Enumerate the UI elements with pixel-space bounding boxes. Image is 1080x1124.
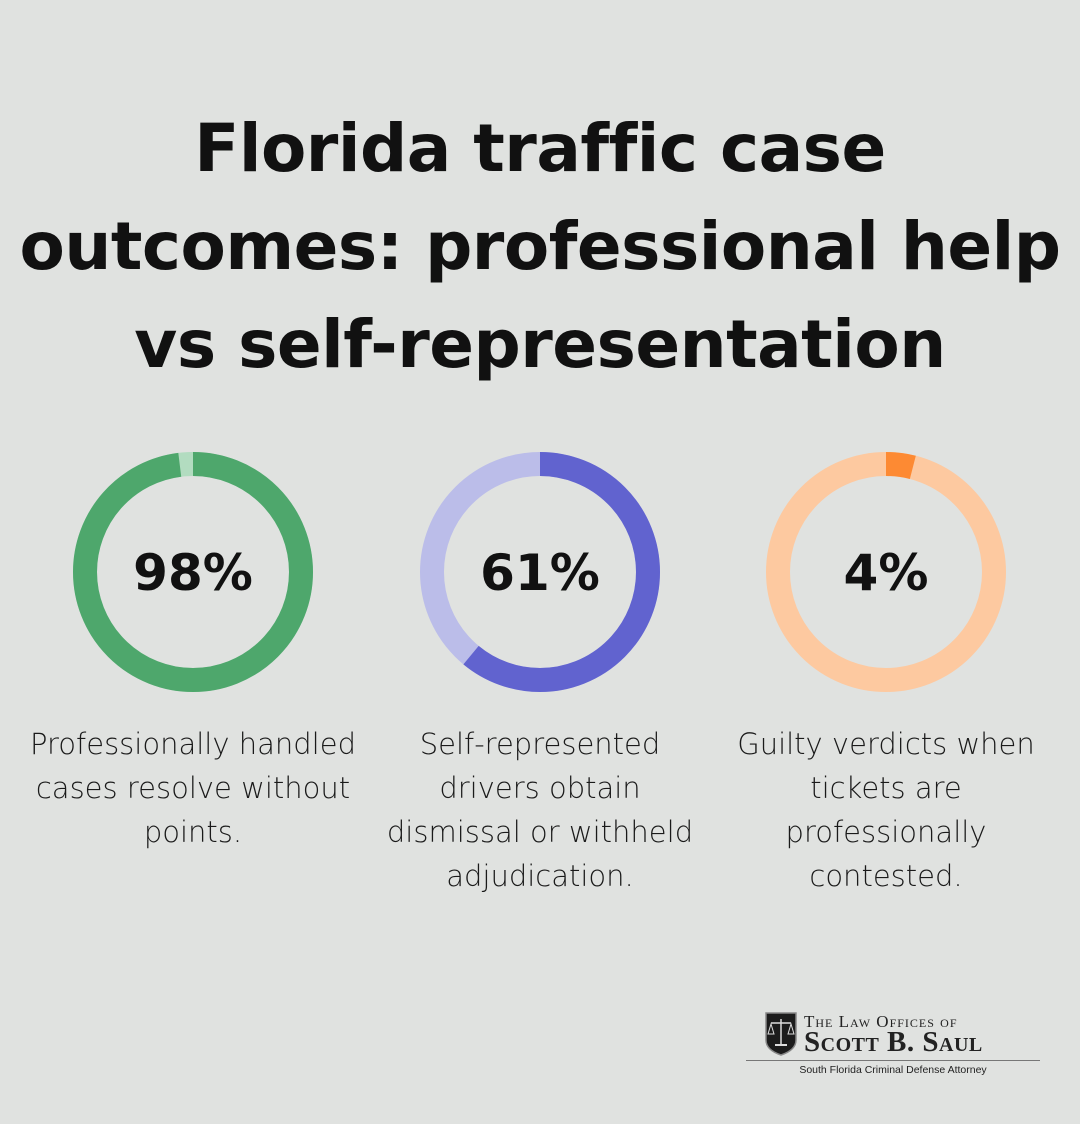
scales-shield-icon <box>765 1012 797 1056</box>
donut-value-arc <box>73 452 313 692</box>
donut-value-label: 4% <box>844 544 929 602</box>
stat-description: Guilty verdicts when tickets are profess… <box>737 727 1035 893</box>
donut-value-arc <box>420 452 660 692</box>
donut-value-label: 98% <box>133 544 253 602</box>
donut-chart: 98% <box>73 452 313 692</box>
logo-tagline: South Florida Criminal Defense Attorney <box>799 1064 987 1076</box>
stat-description: Self-represented drivers obtain dismissa… <box>386 727 694 893</box>
page-title: Florida traffic case outcomes: professio… <box>19 110 1061 383</box>
logo-line2: Scott B. Saul <box>804 1026 983 1058</box>
logo-line1: The Law Offices of <box>804 1012 958 1031</box>
stat-description: Professionally handled cases resolve wit… <box>30 727 356 849</box>
stat-card-professional: 98% Professionally handled cases resolve… <box>23 450 363 854</box>
donut-value-arc <box>766 452 1006 692</box>
donut-chart: 61% <box>420 452 660 692</box>
logo-divider <box>746 1060 1040 1061</box>
donut-value-label: 61% <box>480 544 600 602</box>
stat-card-guilty: 4% Guilty verdicts when tickets are prof… <box>716 450 1056 898</box>
stat-card-self-represented: 61% Self-represented drivers obtain dism… <box>370 450 710 898</box>
donut-chart: 4% <box>766 452 1006 692</box>
